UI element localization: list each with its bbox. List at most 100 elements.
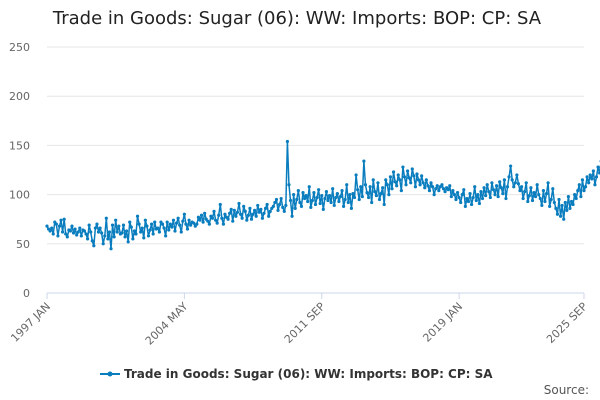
data-point [404, 183, 408, 187]
data-point [120, 231, 124, 235]
data-point [518, 189, 522, 193]
data-point [424, 178, 428, 182]
data-point [349, 206, 353, 210]
data-point [79, 234, 83, 238]
data-point [441, 187, 446, 191]
data-point [544, 192, 549, 196]
legend[interactable]: Trade in Goods: Sugar (06): WW: Imports:… [100, 367, 493, 381]
data-point [484, 193, 488, 198]
data-point [228, 211, 232, 215]
source-label[interactable]: Source: [544, 383, 589, 397]
data-point [526, 199, 530, 204]
x-tick-label: 2004 MAY [143, 300, 191, 348]
data-point [298, 200, 302, 205]
data-point [75, 233, 79, 237]
data-point [551, 187, 555, 191]
data-point [499, 186, 503, 190]
data-point [313, 202, 318, 207]
data-point [165, 220, 169, 224]
data-point [318, 201, 322, 206]
data-point [390, 187, 394, 191]
data-point [274, 197, 279, 202]
data-point [574, 196, 578, 201]
data-point [529, 186, 533, 190]
data-point [299, 204, 304, 209]
data-point [234, 214, 238, 218]
data-point [370, 200, 374, 205]
data-point [85, 237, 90, 241]
data-point [306, 199, 310, 204]
data-point [362, 159, 366, 163]
data-point [218, 202, 222, 207]
data-point [117, 224, 121, 228]
data-point [324, 190, 329, 194]
data-point [96, 230, 101, 234]
data-point [232, 208, 236, 212]
data-point [343, 197, 347, 202]
data-point [132, 229, 137, 233]
data-point [107, 230, 112, 234]
data-point [312, 191, 316, 195]
data-point [249, 217, 254, 221]
data-point [476, 193, 480, 197]
data-point [98, 226, 102, 230]
data-point [210, 216, 215, 220]
data-point [379, 192, 383, 196]
y-tick-label: 0 [23, 287, 30, 300]
data-point [354, 173, 358, 177]
data-point [187, 218, 191, 222]
data-point [267, 214, 271, 218]
data-point [203, 211, 207, 215]
data-point [171, 218, 176, 222]
data-point [178, 223, 182, 227]
data-point [421, 181, 425, 185]
data-point [310, 198, 314, 203]
data-point [237, 201, 241, 206]
data-point [162, 226, 166, 230]
data-point [396, 173, 400, 177]
data-point [568, 206, 572, 210]
data-point [582, 189, 586, 193]
data-point [145, 224, 149, 228]
data-point [257, 210, 261, 214]
data-point [301, 191, 305, 195]
data-point [282, 209, 286, 213]
data-point [104, 216, 108, 220]
data-point [493, 193, 497, 197]
data-point [293, 206, 297, 210]
data-point [371, 178, 375, 182]
data-point [571, 202, 575, 207]
data-point [391, 170, 396, 174]
data-point [95, 222, 99, 226]
data-point [248, 206, 252, 210]
data-point [245, 218, 249, 222]
data-point [479, 190, 483, 194]
data-point [76, 230, 80, 234]
data-point [560, 203, 564, 208]
data-point [406, 169, 410, 173]
data-point [535, 183, 539, 187]
data-point [491, 188, 496, 192]
data-point [448, 184, 452, 188]
data-point [466, 199, 471, 204]
data-point [92, 244, 96, 248]
data-point [588, 173, 592, 177]
data-point [307, 185, 311, 189]
data-point [128, 220, 132, 224]
data-point [139, 230, 143, 234]
data-point [374, 193, 378, 198]
data-point [474, 198, 478, 203]
data-point [265, 202, 269, 207]
legend-label: Trade in Goods: Sugar (06): WW: Imports:… [124, 367, 493, 381]
data-point [430, 185, 435, 189]
data-point [395, 184, 399, 188]
data-point [498, 180, 502, 184]
data-point [473, 185, 477, 189]
data-point [129, 225, 133, 229]
data-point [321, 207, 325, 211]
data-point [388, 175, 393, 179]
data-point [226, 217, 230, 221]
data-point [179, 230, 183, 234]
data-point [173, 229, 177, 233]
data-point [256, 203, 260, 208]
